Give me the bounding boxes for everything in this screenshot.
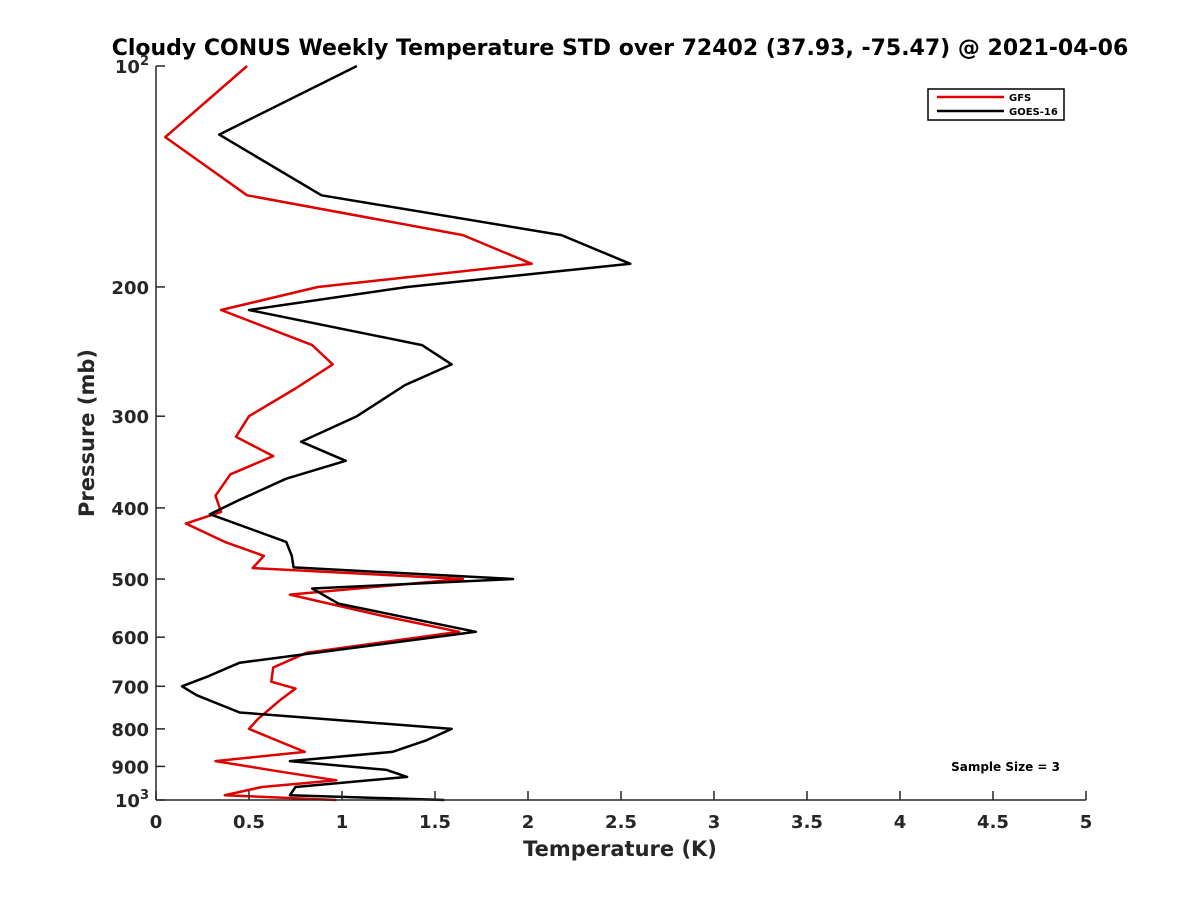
y-tick-label: 300: [111, 407, 149, 428]
y-tick-label: 102: [115, 54, 149, 78]
series-line-goes-16: [180, 64, 632, 802]
x-tick-label: 0: [150, 812, 163, 833]
y-tick-label: 200: [111, 278, 149, 299]
plot-lines: [164, 64, 632, 802]
y-axis-label: Pressure (mb): [75, 349, 99, 517]
x-tick-label: 5: [1080, 812, 1093, 833]
y-tick-label: 900: [111, 757, 149, 778]
x-tick-label: 2.5: [605, 812, 637, 833]
sample-size-annotation: Sample Size = 3: [951, 760, 1060, 774]
y-axis-ticks: 102 200 300 400 500 600 700 800 900 103: [111, 54, 165, 812]
y-tick-label: 600: [111, 628, 149, 649]
x-tick-label: 4.5: [977, 812, 1009, 833]
chart-title: Cloudy CONUS Weekly Temperature STD over…: [112, 36, 1129, 61]
y-tick-label: 800: [111, 720, 149, 741]
y-tick-label: 700: [111, 677, 149, 698]
y-tick-label: 500: [111, 570, 149, 591]
legend: GFS GOES-16: [927, 88, 1065, 121]
x-tick-label: 4: [894, 812, 907, 833]
x-tick-label: 3: [708, 812, 721, 833]
x-tick-label: 2: [522, 812, 535, 833]
x-axis-ticks: 0 0.5 1 1.5 2 2.5 3 3.5 4 4.5 5: [150, 791, 1093, 833]
x-axis-label: Temperature (K): [523, 837, 717, 861]
x-tick-label: 0.5: [233, 812, 265, 833]
x-tick-label: 1.5: [419, 812, 451, 833]
series-line-gfs: [164, 65, 533, 802]
legend-label-gfs: GFS: [1009, 93, 1031, 104]
x-tick-label: 3.5: [791, 812, 823, 833]
legend-box: [927, 88, 1065, 121]
y-tick-label: 103: [115, 788, 149, 812]
y-tick-label: 400: [111, 499, 149, 520]
legend-label-goes-16: GOES-16: [1009, 107, 1058, 118]
x-tick-label: 1: [336, 812, 349, 833]
